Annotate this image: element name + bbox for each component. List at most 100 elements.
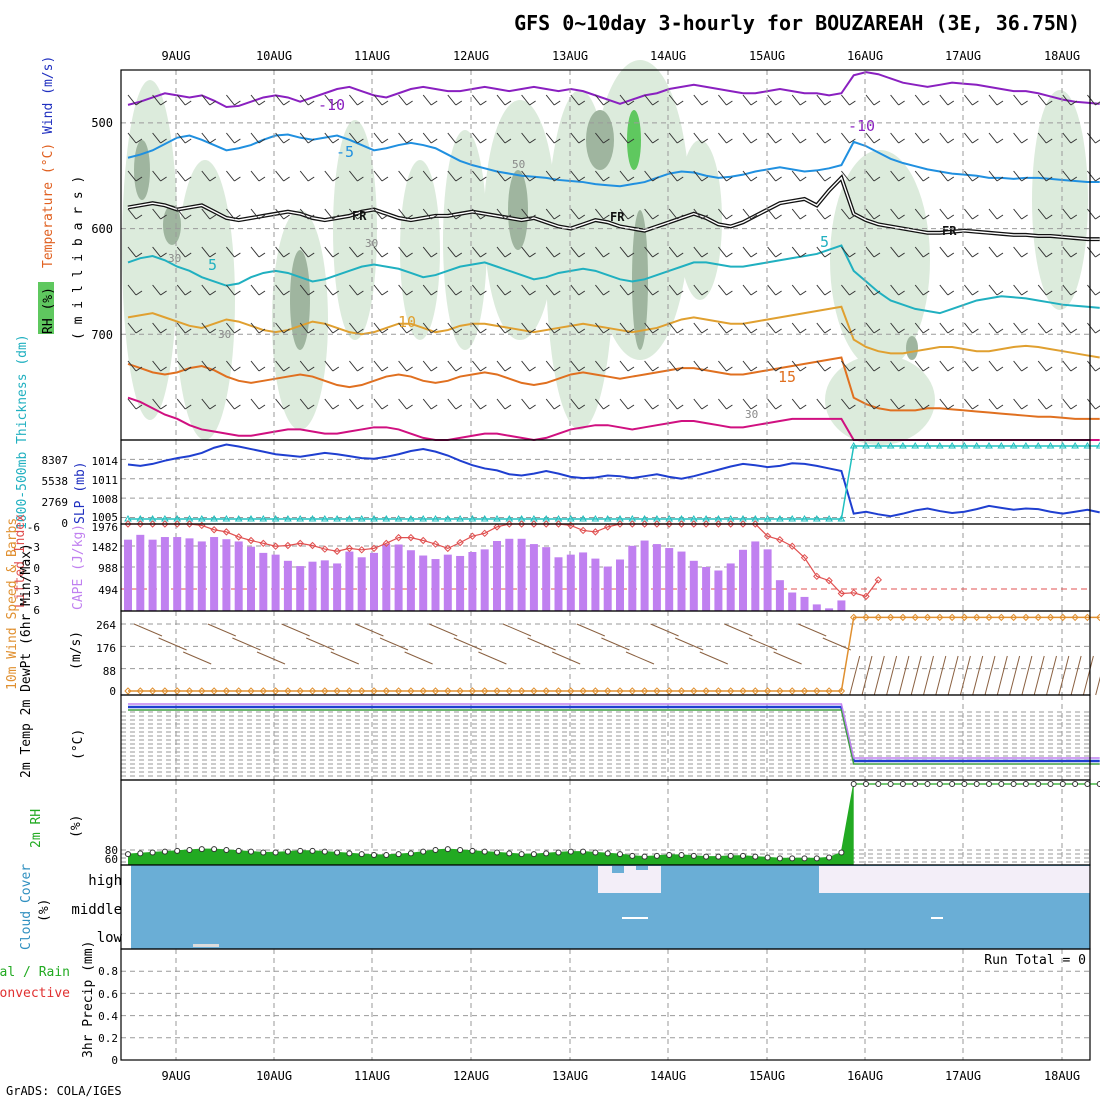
wind-axis-label: Wind (m/s)	[41, 56, 56, 134]
wind10m-speed-marker	[702, 687, 710, 695]
wind10m-barb	[453, 637, 482, 651]
thickness-marker	[431, 515, 440, 522]
date-labels-bottom: 9AUG 10AUG 11AUG 12AUG 13AUG 14AUG 15AUG…	[162, 1069, 1081, 1083]
wind-barb	[1087, 170, 1100, 182]
wind-barb	[201, 246, 217, 258]
wind-barb	[890, 94, 905, 106]
cape-tick-label: 988	[98, 562, 118, 575]
cape-bar	[505, 538, 514, 611]
wind-barb	[939, 132, 955, 144]
wind-barb	[816, 94, 832, 106]
wind10m-barb	[355, 623, 384, 637]
date-label-bottom: 17AUG	[945, 1069, 981, 1083]
wind-barb	[1087, 398, 1100, 410]
cape-bar	[345, 551, 354, 611]
wind10m-barb	[207, 623, 236, 637]
wind-barb	[545, 322, 561, 334]
rh2m-marker	[248, 848, 254, 855]
slp-tick-label: 1008	[92, 493, 119, 506]
wind-barb	[619, 322, 635, 334]
thickness-marker	[308, 515, 317, 522]
thickness-tick-label: 8307	[42, 454, 69, 467]
freezing-line-inner	[127, 176, 1100, 240]
wind-barb	[201, 360, 217, 372]
wind-barb	[496, 398, 512, 410]
wind-barb	[521, 360, 536, 372]
thickness-marker	[579, 515, 587, 522]
wind-barb	[914, 208, 930, 220]
wind-barb	[865, 322, 881, 334]
rh2m-marker	[334, 849, 341, 856]
wind10m-speed-marker	[739, 687, 747, 695]
rh2m-marker	[555, 849, 562, 856]
wind-barb	[250, 360, 266, 372]
wind-barb	[1087, 132, 1100, 144]
cape-bar	[443, 554, 452, 611]
wind-barb	[619, 284, 635, 296]
wind-barb	[570, 284, 586, 296]
wind-barb	[349, 360, 364, 372]
wind10m-speed-marker	[284, 687, 292, 695]
rh2m-marker	[174, 847, 181, 854]
rh2m-marker	[469, 847, 476, 854]
wind-barb	[742, 322, 758, 334]
wind-barb	[1037, 132, 1053, 144]
date-label-bottom: 10AUG	[256, 1069, 292, 1083]
wind-barb	[496, 208, 512, 220]
rh2m-marker	[137, 850, 144, 857]
lifted-index-marker	[714, 520, 723, 528]
wind-barb	[176, 132, 192, 144]
rh2m-marker	[678, 852, 685, 858]
rh2m-tick-label: 80	[105, 844, 118, 857]
wind10m-speed-marker	[161, 687, 169, 695]
wind-barb	[472, 322, 487, 334]
rh2m-marker	[297, 847, 304, 854]
cape-bar	[259, 552, 268, 611]
wind-barb	[373, 208, 389, 220]
cape-bar	[320, 560, 329, 611]
wind10m-barb	[1095, 676, 1100, 696]
wind-barb	[127, 360, 143, 372]
temp2m-axis-label: 2m Temp 2m DewPt (6hr Min/Max)	[19, 543, 34, 778]
lifted-index-marker	[136, 520, 145, 528]
wind-barb	[299, 398, 315, 410]
wind-barb	[521, 398, 536, 410]
wind-barb	[595, 246, 610, 258]
wind-barb	[718, 132, 733, 144]
wind10m-speed-marker	[567, 687, 575, 695]
wind-barb	[718, 284, 733, 296]
wind10m-speed-marker	[493, 687, 501, 695]
wind-barb	[127, 246, 143, 258]
rh-region-dark	[134, 140, 150, 200]
wind-barb	[349, 246, 364, 258]
wind-barb	[152, 208, 167, 220]
wind-barb	[176, 246, 192, 258]
thickness-marker	[357, 515, 366, 522]
wind-barb	[668, 94, 684, 106]
lifted-index-marker	[382, 539, 391, 548]
wind-barb	[718, 398, 733, 410]
rh2m-marker	[1047, 781, 1054, 787]
wind-barb	[718, 322, 733, 334]
lifted-index-marker	[493, 523, 501, 531]
isotherm-label: FR	[942, 224, 957, 238]
thickness-marker	[271, 515, 280, 522]
wind-barb	[422, 398, 438, 410]
wind10m-speed-marker	[677, 687, 686, 695]
date-label-top: 14AUG	[650, 49, 686, 63]
wind10m-speed-marker	[505, 687, 514, 695]
wind-barb	[816, 360, 832, 372]
thickness-marker	[296, 515, 305, 522]
wind-barb	[472, 398, 487, 410]
thickness-marker	[1046, 442, 1055, 449]
wind10m-speed-marker	[911, 613, 919, 622]
rh2m-marker	[309, 847, 316, 854]
rh2m-marker	[936, 781, 943, 787]
wind-barb	[373, 322, 389, 334]
rh2m-marker	[789, 855, 796, 862]
cape-bar	[739, 549, 747, 611]
wind-barb	[398, 208, 413, 220]
wind-barb	[865, 94, 881, 106]
dewpoint2m-line	[128, 709, 1100, 765]
wind-barb	[964, 170, 979, 182]
